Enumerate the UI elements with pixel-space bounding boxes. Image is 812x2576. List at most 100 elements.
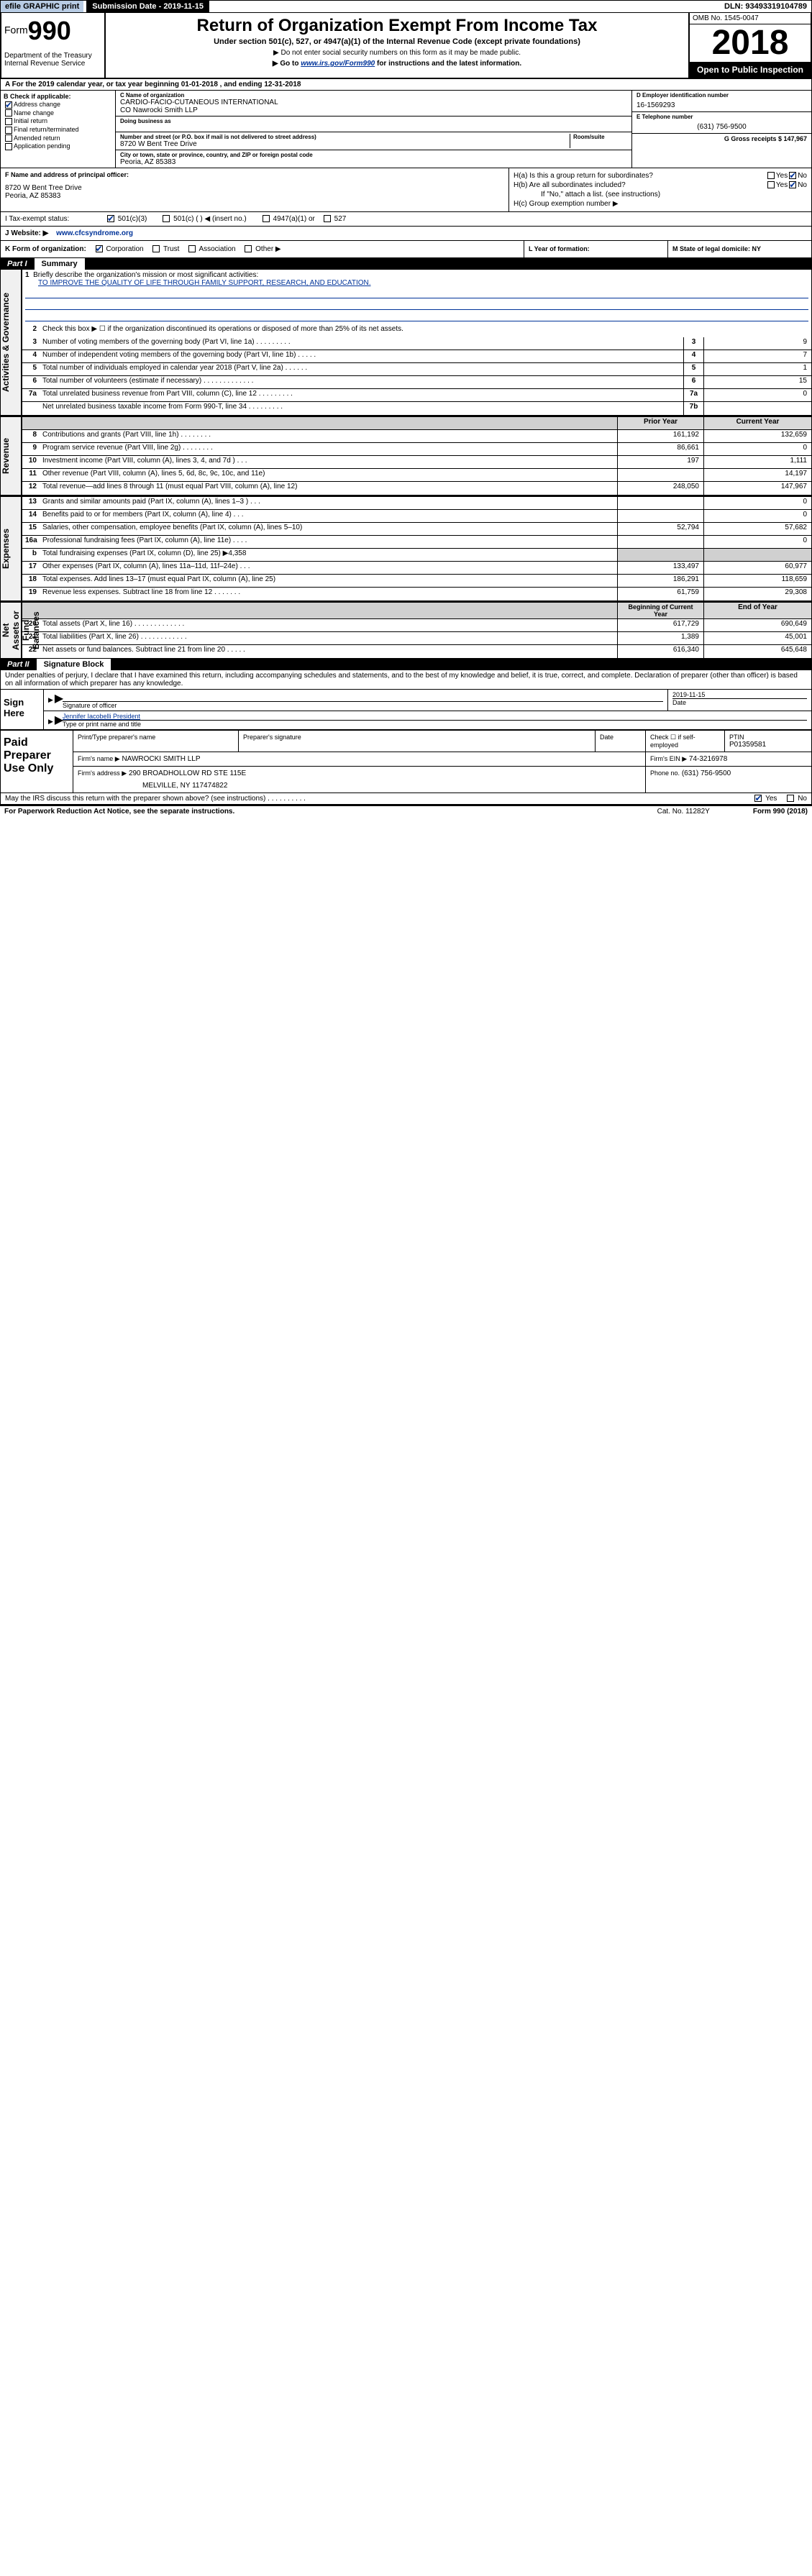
- form-title: Return of Organization Exempt From Incom…: [109, 16, 685, 36]
- org-co: CO Nawrocki Smith LLP: [120, 106, 627, 114]
- l19-prior: 61,759: [617, 588, 703, 600]
- name-change-label: Name change: [14, 109, 54, 117]
- yes-label-2: Yes: [776, 181, 788, 189]
- arrow-icon: ▶: [44, 690, 58, 711]
- l8-prior: 161,192: [617, 430, 703, 442]
- yes-label: Yes: [776, 172, 788, 180]
- firm-addr-cell: Firm's address ▶ 290 BROADHOLLOW RD STE …: [73, 767, 646, 793]
- footer-right: Form 990 (2018): [753, 808, 808, 816]
- l17-curr: 60,977: [703, 562, 811, 574]
- irs-link[interactable]: www.irs.gov/Form990: [301, 60, 375, 68]
- corp-label: Corporation: [106, 245, 143, 253]
- row-i: I Tax-exempt status: 501(c)(3) 501(c) ( …: [0, 212, 812, 227]
- expenses-table: Expenses 13Grants and similar amounts pa…: [0, 495, 812, 601]
- open-public: Open to Public Inspection: [690, 62, 811, 78]
- subtitle-3: ▶ Go to www.irs.gov/Form990 for instruct…: [109, 60, 685, 68]
- l21-text: Total liabilities (Part X, line 26) . . …: [40, 632, 617, 644]
- cb-4947[interactable]: 4947(a)(1) or: [261, 215, 315, 223]
- cb-other[interactable]: Other ▶: [243, 245, 280, 253]
- initial-label: Initial return: [14, 117, 47, 124]
- city-label: City or town, state or province, country…: [120, 152, 627, 158]
- firm-ein-label: Firm's EIN ▶: [650, 755, 687, 762]
- l20-text: Total assets (Part X, line 16) . . . . .…: [40, 619, 617, 631]
- prep-sig-label: Preparer's signature: [243, 734, 590, 741]
- hb-yes[interactable]: Yes: [766, 181, 788, 189]
- cb-app-pending[interactable]: Application pending: [4, 142, 112, 150]
- city-row: City or town, state or province, country…: [116, 150, 631, 168]
- room-label: Room/suite: [573, 134, 627, 140]
- l21-curr: 45,001: [703, 632, 811, 644]
- l20-curr: 690,649: [703, 619, 811, 631]
- paid-label: Paid Preparer Use Only: [1, 731, 73, 793]
- cb-addr-change[interactable]: Address change: [4, 101, 112, 109]
- current-hdr: Current Year: [703, 417, 811, 429]
- l8-curr: 132,659: [703, 430, 811, 442]
- l7a-val: 0: [703, 389, 811, 401]
- col-l: L Year of formation:: [524, 241, 667, 257]
- l16b-prior: [617, 549, 703, 561]
- 501c3-label: 501(c)(3): [118, 215, 147, 223]
- ha-no[interactable]: No: [788, 172, 807, 180]
- cb-trust[interactable]: Trust: [151, 245, 179, 253]
- discuss-no[interactable]: No: [785, 795, 807, 803]
- cb-corp[interactable]: Corporation: [94, 245, 144, 253]
- other-label: Other ▶: [255, 245, 280, 253]
- vtab-rev-text: Revenue: [1, 417, 11, 495]
- l16a-text: Professional fundraising fees (Part IX, …: [40, 536, 617, 548]
- sig-date-label: Date: [672, 698, 807, 706]
- l19-text: Revenue less expenses. Subtract line 18 …: [40, 588, 617, 600]
- section-f-h: F Name and address of principal officer:…: [0, 168, 812, 212]
- officer-label: F Name and address of principal officer:: [5, 171, 504, 178]
- hb-no[interactable]: No: [788, 181, 807, 189]
- col-c: C Name of organization CARDIO-FACIO-CUTA…: [116, 91, 631, 168]
- l16b-text: Total fundraising expenses (Part IX, col…: [40, 549, 617, 561]
- l9-prior: 86,661: [617, 443, 703, 455]
- cb-501c3[interactable]: 501(c)(3): [106, 215, 147, 223]
- self-employed-cell[interactable]: Check ☐ if self-employed: [646, 731, 725, 752]
- form-990-number: 990: [28, 16, 71, 45]
- footer-mid: Cat. No. 11282Y: [657, 808, 710, 816]
- vtab-exp-text: Expenses: [1, 497, 11, 600]
- cb-501c[interactable]: 501(c) ( ) ◀ (insert no.): [161, 215, 246, 223]
- cb-initial[interactable]: Initial return: [4, 117, 112, 125]
- dba-row: Doing business as: [116, 117, 631, 132]
- ha-yes[interactable]: Yes: [766, 172, 788, 180]
- cb-527[interactable]: 527: [322, 215, 346, 223]
- mission-text: TO IMPROVE THE QUALITY OF LIFE THROUGH F…: [25, 279, 808, 287]
- amended-label: Amended return: [14, 134, 60, 142]
- form-number: Form990: [4, 16, 101, 46]
- l17-prior: 133,497: [617, 562, 703, 574]
- sign-here-table: Sign Here ▶ Signature of officer 2019-11…: [1, 689, 811, 729]
- col-m: M State of legal domicile: NY: [667, 241, 811, 257]
- col-deg: D Employer identification number 16-1569…: [631, 91, 811, 168]
- final-label: Final return/terminated: [14, 126, 79, 133]
- addr-value: 8720 W Bent Tree Drive: [120, 140, 570, 148]
- ptin-cell: PTINP01359581: [725, 731, 811, 752]
- header-left: Form990 Department of the Treasury Inter…: [1, 13, 106, 78]
- l12-text: Total revenue—add lines 8 through 11 (mu…: [40, 482, 617, 495]
- cb-final[interactable]: Final return/terminated: [4, 126, 112, 134]
- no-label: No: [798, 172, 807, 180]
- l11-prior: [617, 469, 703, 481]
- subtitle-1: Under section 501(c), 527, or 4947(a)(1)…: [109, 37, 685, 46]
- l7b-val: [703, 402, 811, 415]
- l15-curr: 57,682: [703, 523, 811, 535]
- phone-value: (631) 756-9500: [637, 123, 807, 131]
- row-j: J Website: ▶ www.cfcsyndrome.org: [0, 227, 812, 241]
- l6-text: Total number of volunteers (estimate if …: [40, 376, 683, 388]
- sig-officer-label: Signature of officer: [63, 701, 663, 709]
- vtab-expenses: Expenses: [1, 497, 22, 600]
- name-title-cell: Jennifer Iacobelli President Type or pri…: [58, 711, 811, 729]
- discuss-yes[interactable]: Yes: [753, 795, 777, 803]
- self-employed-label: Check ☐ if self-employed: [650, 734, 720, 749]
- website-link[interactable]: www.cfcsyndrome.org: [56, 229, 133, 237]
- cb-assoc[interactable]: Association: [187, 245, 235, 253]
- hb-note-text: If "No," attach a list. (see instruction…: [514, 191, 807, 198]
- cb-name-change[interactable]: Name change: [4, 109, 112, 117]
- efile-label[interactable]: efile GRAPHIC print: [1, 1, 83, 12]
- row-klm: K Form of organization: Corporation Trus…: [0, 241, 812, 258]
- cb-amended[interactable]: Amended return: [4, 134, 112, 142]
- exp-body: 13Grants and similar amounts paid (Part …: [22, 497, 811, 600]
- l3-text: Number of voting members of the governin…: [40, 337, 683, 350]
- trust-label: Trust: [163, 245, 179, 253]
